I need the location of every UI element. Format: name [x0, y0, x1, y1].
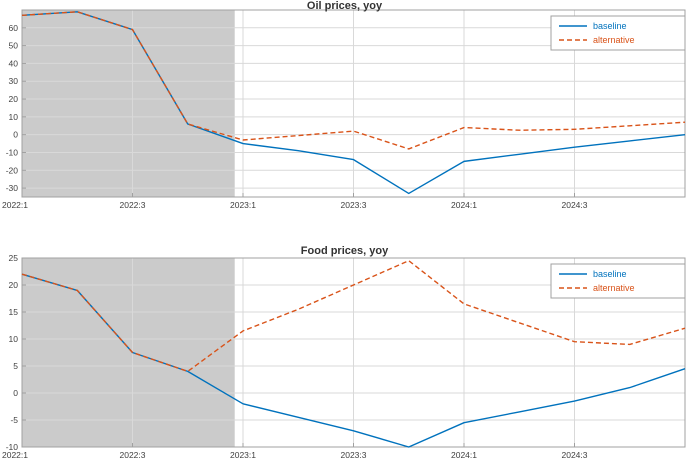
svg-text:20: 20: [9, 94, 19, 104]
svg-text:0: 0: [13, 130, 18, 140]
svg-text:2023:1: 2023:1: [230, 450, 256, 460]
legend: baseline alternative: [550, 15, 686, 51]
svg-text:2024:1: 2024:1: [451, 450, 477, 460]
legend-box: [550, 15, 686, 51]
svg-text:10: 10: [9, 112, 19, 122]
svg-text:20: 20: [9, 280, 19, 290]
svg-text:2022:3: 2022:3: [120, 450, 146, 460]
oil-chart-plot: -30 -20 -10 0 10 20 30 40 50 60 2022:1 2022:3 2023:1…: [2, 9, 686, 210]
legend-baseline-label: baseline: [593, 269, 627, 279]
alternative-series-line: [21, 260, 686, 373]
legend: baseline alternative: [550, 263, 686, 299]
food-prices-chart: Food prices, yoy -10 -5 0 5 10 15 20 25 2022:1 20…: [0, 243, 689, 475]
legend-baseline-label: baseline: [593, 21, 627, 31]
x-tick-labels: 2022:1 2022:3 2023:1 2023:3 2024:1 2024:3: [2, 450, 588, 460]
shaded-history-region: [22, 10, 235, 197]
svg-text:15: 15: [9, 307, 19, 317]
svg-text:-5: -5: [10, 415, 18, 425]
svg-text:2022:1: 2022:1: [2, 200, 28, 210]
oil-chart-title: Oil prices, yoy: [306, 0, 383, 12]
shaded-history-region: [22, 258, 235, 447]
svg-text:2024:3: 2024:3: [562, 200, 588, 210]
svg-text:50: 50: [9, 41, 19, 51]
svg-text:0: 0: [13, 388, 18, 398]
svg-text:60: 60: [9, 23, 19, 33]
legend-box: [550, 263, 686, 299]
tick-marks: [21, 257, 575, 448]
oil-prices-chart: Oil prices, yoy -30 -20 -10 0 10 20 30 40 50 60 20…: [0, 0, 689, 215]
svg-text:2023:3: 2023:3: [341, 200, 367, 210]
svg-text:2024:1: 2024:1: [451, 200, 477, 210]
legend-alternative-label: alternative: [593, 283, 635, 293]
svg-text:-10: -10: [6, 442, 19, 452]
legend-alternative-label: alternative: [593, 35, 635, 45]
svg-text:5: 5: [13, 361, 18, 371]
svg-text:-20: -20: [6, 165, 19, 175]
svg-text:2022:1: 2022:1: [2, 450, 28, 460]
y-tick-labels: -30 -20 -10 0 10 20 30 40 50 60: [6, 23, 19, 193]
svg-text:30: 30: [9, 76, 19, 86]
svg-text:25: 25: [9, 253, 19, 263]
svg-text:2024:3: 2024:3: [562, 450, 588, 460]
tick-marks: [21, 27, 575, 197]
alternative-series-line: [21, 11, 686, 150]
svg-text:10: 10: [9, 334, 19, 344]
food-chart-title: Food prices, yoy: [300, 245, 389, 257]
y-tick-labels: -10 -5 0 5 10 15 20 25: [6, 253, 19, 452]
svg-text:40: 40: [9, 58, 19, 68]
svg-text:-30: -30: [6, 183, 19, 193]
svg-text:2023:3: 2023:3: [341, 450, 367, 460]
svg-text:2023:1: 2023:1: [230, 200, 256, 210]
svg-text:2022:3: 2022:3: [120, 200, 146, 210]
x-tick-labels: 2022:1 2022:3 2023:1 2023:3 2024:1 2024:3: [2, 200, 588, 210]
svg-text:-10: -10: [6, 147, 19, 157]
